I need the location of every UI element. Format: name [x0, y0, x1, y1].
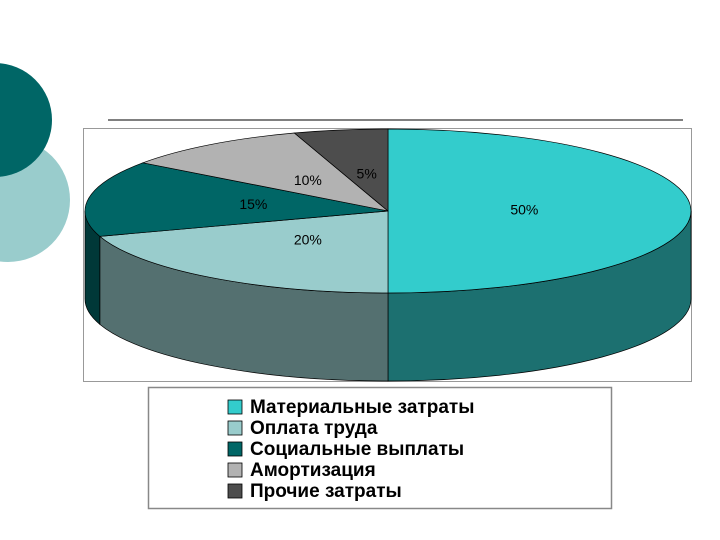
value-label: 20%: [294, 232, 322, 248]
value-label: 50%: [510, 202, 538, 218]
value-label: 15%: [239, 196, 267, 212]
legend-swatch: [227, 441, 243, 457]
decor-circle: [0, 63, 52, 177]
slice: [141, 132, 389, 212]
legend: [147, 386, 613, 510]
legend-label: Прочие затраты: [250, 481, 402, 502]
legend-swatch: [227, 399, 243, 415]
legend-label: Социальные выплаты: [250, 439, 464, 460]
legend-swatch: [227, 483, 243, 499]
slice: [84, 162, 389, 237]
slice: [293, 128, 389, 212]
value-label: 5%: [357, 165, 377, 181]
legend-label: Оплата труда: [250, 418, 378, 439]
legend-label: Амортизация: [250, 460, 376, 481]
legend-swatch: [227, 462, 243, 478]
slice: [98, 210, 389, 294]
pie: 50% 20% 15% 10% 5%: [84, 128, 692, 382]
value-label: 10%: [294, 172, 322, 188]
legend-label: Материальные затраты: [250, 397, 474, 418]
slice: [387, 128, 692, 294]
legend-swatch: [227, 420, 243, 436]
